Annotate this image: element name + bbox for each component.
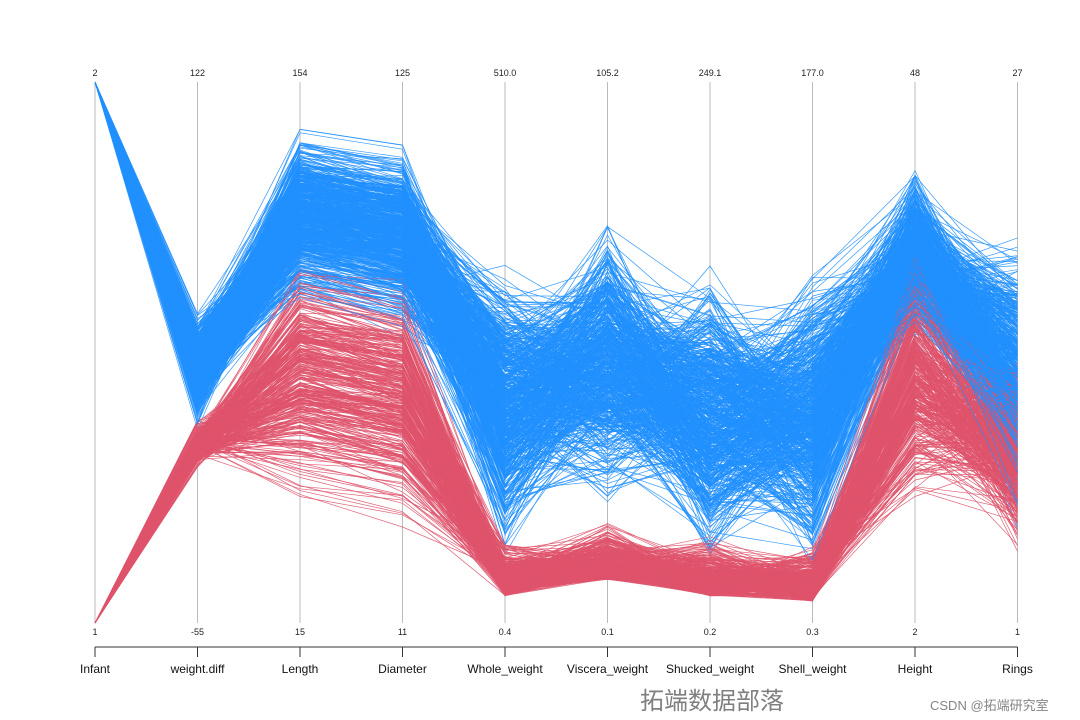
polyline-infant-2 bbox=[94, 81, 1018, 465]
polyline-infant-1 bbox=[94, 351, 1018, 624]
polyline-infant-2 bbox=[94, 81, 1018, 510]
polyline-infant-2 bbox=[94, 81, 1018, 486]
axis-name-label: Diameter bbox=[378, 662, 427, 676]
watermark-logo-text: 拓端数据部落 bbox=[640, 688, 784, 715]
polyline-infant-1 bbox=[94, 339, 1018, 624]
axis-min-label: -55 bbox=[191, 627, 204, 637]
axis-name-label: Height bbox=[898, 662, 933, 676]
axis-min-label: 0.1 bbox=[601, 627, 614, 637]
polyline-infant-2 bbox=[94, 81, 1018, 431]
axis-max-label: 249.1 bbox=[699, 68, 722, 78]
polyline-infant-1 bbox=[94, 285, 1018, 624]
polyline-infant-2 bbox=[94, 81, 1018, 495]
polyline-infant-2 bbox=[94, 81, 1018, 469]
polylines bbox=[94, 81, 1018, 624]
polyline-infant-2 bbox=[94, 81, 1018, 413]
polyline-infant-2 bbox=[94, 81, 1018, 433]
watermark-source: CSDN @拓端研究室 bbox=[930, 698, 1049, 713]
polyline-infant-1 bbox=[94, 411, 1018, 624]
axis-name-label: Length bbox=[282, 662, 319, 676]
axis-max-label: 125 bbox=[395, 68, 410, 78]
axis-max-label: 27 bbox=[1012, 68, 1022, 78]
polyline-infant-1 bbox=[94, 391, 1018, 624]
polyline-infant-2 bbox=[94, 81, 1018, 460]
polyline-infant-2 bbox=[94, 81, 1018, 466]
axis-name-label: Shucked_weight bbox=[666, 662, 755, 676]
axis-name-label: Rings bbox=[1002, 662, 1033, 676]
axis-name-label: Shell_weight bbox=[778, 662, 847, 676]
polyline-infant-2 bbox=[94, 81, 1018, 445]
polyline-infant-2 bbox=[94, 81, 1018, 513]
polyline-infant-2 bbox=[94, 81, 1018, 547]
axis-name-label: Infant bbox=[80, 662, 111, 676]
polyline-infant-1 bbox=[94, 421, 1018, 624]
polyline-infant-2 bbox=[94, 81, 1018, 396]
axis-max-label: 177.0 bbox=[801, 68, 824, 78]
axis-max-label: 2 bbox=[92, 68, 97, 78]
axis-min-label: 11 bbox=[398, 627, 407, 637]
polyline-infant-1 bbox=[94, 437, 1018, 624]
polyline-infant-2 bbox=[94, 81, 1018, 409]
polyline-infant-1 bbox=[94, 353, 1018, 624]
polyline-infant-1 bbox=[94, 325, 1018, 624]
axis-min-label: 2 bbox=[912, 627, 917, 637]
axis-min-label: 1 bbox=[92, 627, 97, 637]
polyline-infant-1 bbox=[94, 313, 1018, 624]
axis-min-label: 15 bbox=[295, 627, 305, 637]
polyline-infant-1 bbox=[94, 407, 1018, 624]
axis-max-label: 510.0 bbox=[494, 68, 517, 78]
axis-max-label: 48 bbox=[910, 68, 920, 78]
polyline-infant-2 bbox=[94, 81, 1018, 448]
polyline-infant-2 bbox=[94, 81, 1018, 458]
axis-name-label: Viscera_weight bbox=[567, 662, 649, 676]
polyline-infant-2 bbox=[94, 81, 1018, 509]
axis-name-label: weight.diff bbox=[170, 662, 225, 676]
polyline-infant-2 bbox=[94, 81, 1018, 424]
polyline-infant-2 bbox=[94, 81, 1018, 439]
axis-min-label: 0.2 bbox=[704, 627, 717, 637]
axis-max-label: 122 bbox=[190, 68, 205, 78]
polyline-infant-2 bbox=[94, 81, 1018, 468]
polyline-infant-2 bbox=[94, 81, 1018, 398]
axis-min-label: 0.4 bbox=[499, 627, 512, 637]
polyline-infant-1 bbox=[94, 323, 1018, 624]
polyline-infant-2 bbox=[94, 81, 1018, 431]
polyline-infant-2 bbox=[94, 81, 1018, 429]
polyline-infant-1 bbox=[94, 315, 1018, 624]
polyline-infant-1 bbox=[94, 326, 1018, 624]
axis-max-label: 105.2 bbox=[596, 68, 619, 78]
polyline-infant-1 bbox=[94, 256, 1018, 624]
axis-max-label: 154 bbox=[292, 68, 307, 78]
axis-min-label: 0.3 bbox=[806, 627, 819, 637]
polyline-infant-1 bbox=[94, 280, 1018, 624]
axis-min-label: 1 bbox=[1015, 627, 1020, 637]
polyline-infant-1 bbox=[94, 318, 1018, 624]
axis-name-label: Whole_weight bbox=[467, 662, 543, 676]
polyline-infant-2 bbox=[94, 81, 1018, 421]
polyline-infant-2 bbox=[94, 81, 1018, 529]
polyline-infant-1 bbox=[94, 409, 1018, 624]
polyline-infant-2 bbox=[94, 81, 1018, 505]
